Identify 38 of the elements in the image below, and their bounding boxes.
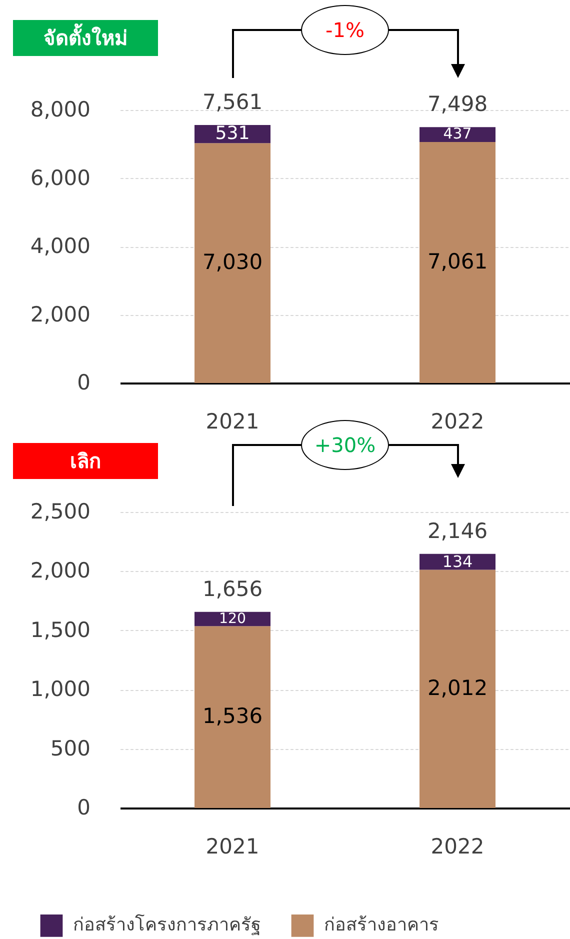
y-tick-label: 0 — [77, 796, 90, 820]
y-tick-label: 6,000 — [30, 166, 90, 190]
chart-title: จัดตั้งใหม่ — [13, 20, 158, 56]
data-label: 2,012 — [427, 676, 488, 700]
data-label: 120 — [218, 611, 246, 628]
text: -1% — [301, 5, 389, 55]
legend-label: ก่อสร้างโครงการภาครัฐ — [73, 914, 261, 936]
total-label: 7,498 — [427, 92, 488, 116]
x-tick-label: 2022 — [430, 834, 484, 858]
data-label: 134 — [442, 552, 473, 571]
bar — [420, 127, 496, 142]
bar — [194, 626, 270, 808]
y-tick-label: 2,500 — [30, 500, 90, 524]
data-label: 437 — [443, 124, 472, 143]
data-label: 1,536 — [202, 704, 263, 728]
chart-title: เลิก — [13, 443, 158, 479]
y-tick-label: 2,000 — [30, 302, 90, 326]
bar — [420, 142, 496, 383]
data-label: 7,061 — [427, 250, 488, 274]
data-label: 531 — [215, 123, 250, 144]
y-tick-label: 1,000 — [30, 677, 90, 702]
y-tick-label: 4,000 — [30, 234, 90, 258]
x-tick-label: 2021 — [206, 410, 260, 434]
bar — [420, 570, 496, 808]
x-tick-label: 2021 — [206, 834, 260, 858]
y-tick-label: 1,500 — [30, 618, 90, 642]
total-label: 1,656 — [202, 576, 263, 601]
total-label: 2,146 — [427, 518, 488, 543]
y-tick-label: 2,000 — [30, 558, 90, 583]
text: +30% — [301, 420, 389, 470]
total-label: 7,561 — [202, 90, 263, 114]
y-tick-label: 500 — [50, 736, 90, 760]
y-tick-label: 0 — [77, 370, 90, 394]
legend-label: ก่อสร้างอาคาร — [324, 914, 439, 936]
x-tick-label: 2022 — [430, 410, 484, 434]
y-tick-label: 8,000 — [30, 98, 90, 122]
bar — [194, 143, 270, 383]
data-label: 7,030 — [202, 250, 263, 274]
